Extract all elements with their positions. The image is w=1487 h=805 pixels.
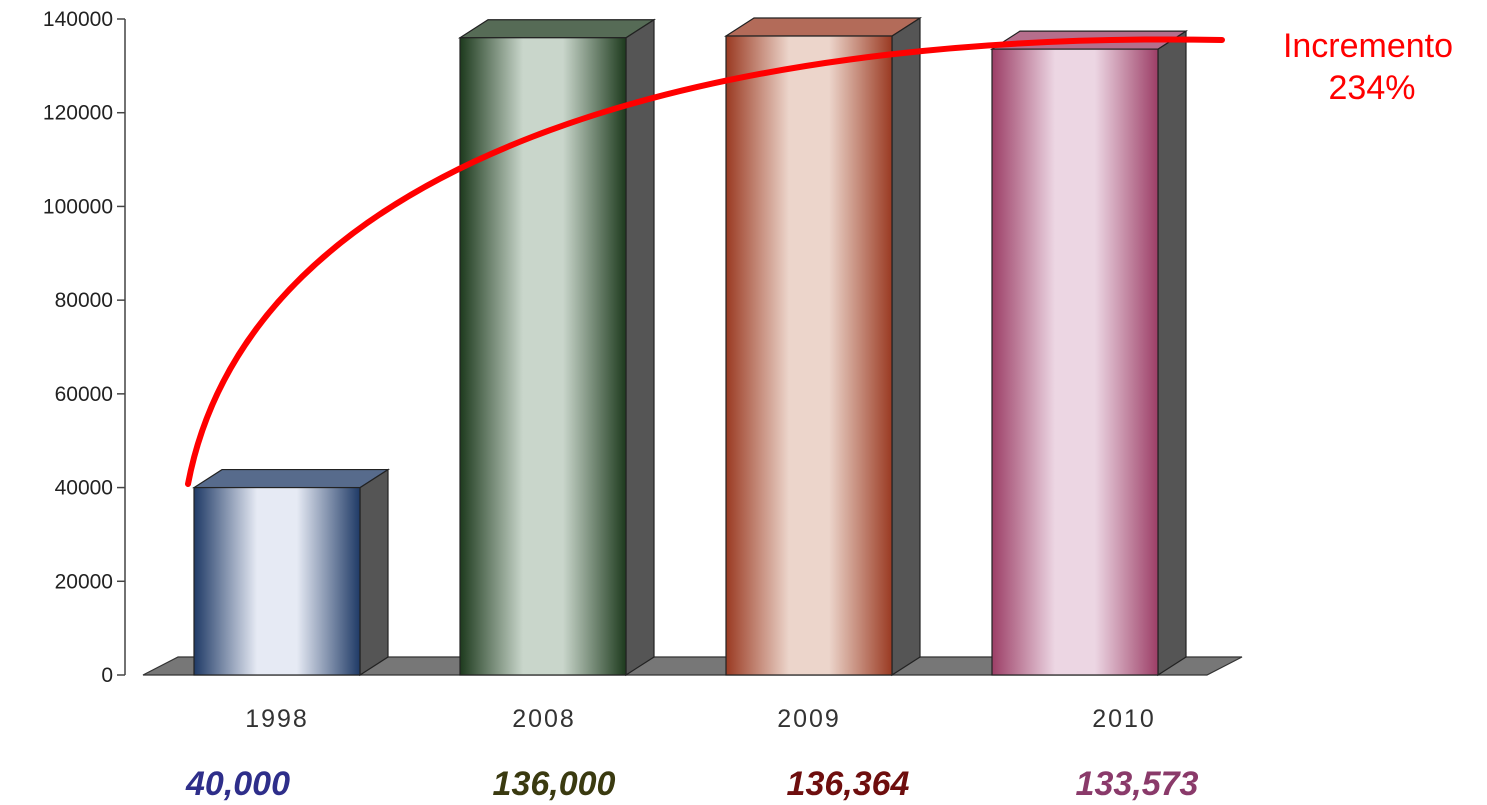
annotation-line2: 234% [1329,69,1416,107]
y-axis: 0 20000 40000 60000 80000 100000 120000 140000 [43,8,126,687]
y-tick-label: 40000 [55,477,113,500]
bar-value-label: 40,000 [185,765,290,803]
trend-curve [185,36,1225,487]
annotation: Incremento 234% [1283,27,1453,107]
bar-top-face [457,19,657,39]
bar-front-face [193,486,361,676]
x-category-label: 2010 [1092,705,1156,733]
bar-side-face [891,16,921,677]
y-tick-label: 0 [101,664,113,687]
y-tick-label: 80000 [55,289,113,312]
y-ticks: 0 20000 40000 60000 80000 100000 120000 140000 [43,8,125,687]
bar-2009 [723,16,923,677]
bar-side-face [625,18,655,677]
bar-front-face [459,37,627,676]
bar-front-face [725,35,893,676]
x-category-label: 1998 [245,705,309,733]
bar-2010 [989,30,1189,677]
bar-top-face [191,468,391,489]
bar-1998 [191,468,391,677]
bar-side-face [1157,30,1187,677]
bar-top-face [723,17,923,37]
y-tick-label: 60000 [55,383,113,406]
bar-side-face [359,468,389,677]
bars [191,16,1189,677]
annotation-line1: Incremento [1283,27,1453,65]
value-labels: 40,000 136,000 136,364 133,573 [185,765,1199,803]
y-tick-label: 140000 [43,8,113,31]
y-tick-label: 120000 [43,102,113,125]
x-category-label: 2008 [512,705,576,733]
y-tick-label: 20000 [55,570,113,593]
x-category-label: 2009 [777,705,841,733]
bar-front-face [991,48,1159,676]
bar-value-label: 136,364 [787,765,910,803]
x-axis-labels: 1998 2008 2009 2010 [245,705,1156,733]
y-tick-label: 100000 [43,195,113,218]
bar-value-label: 133,573 [1076,765,1199,803]
bar-2008 [457,18,657,677]
bar-value-label: 136,000 [493,765,616,803]
